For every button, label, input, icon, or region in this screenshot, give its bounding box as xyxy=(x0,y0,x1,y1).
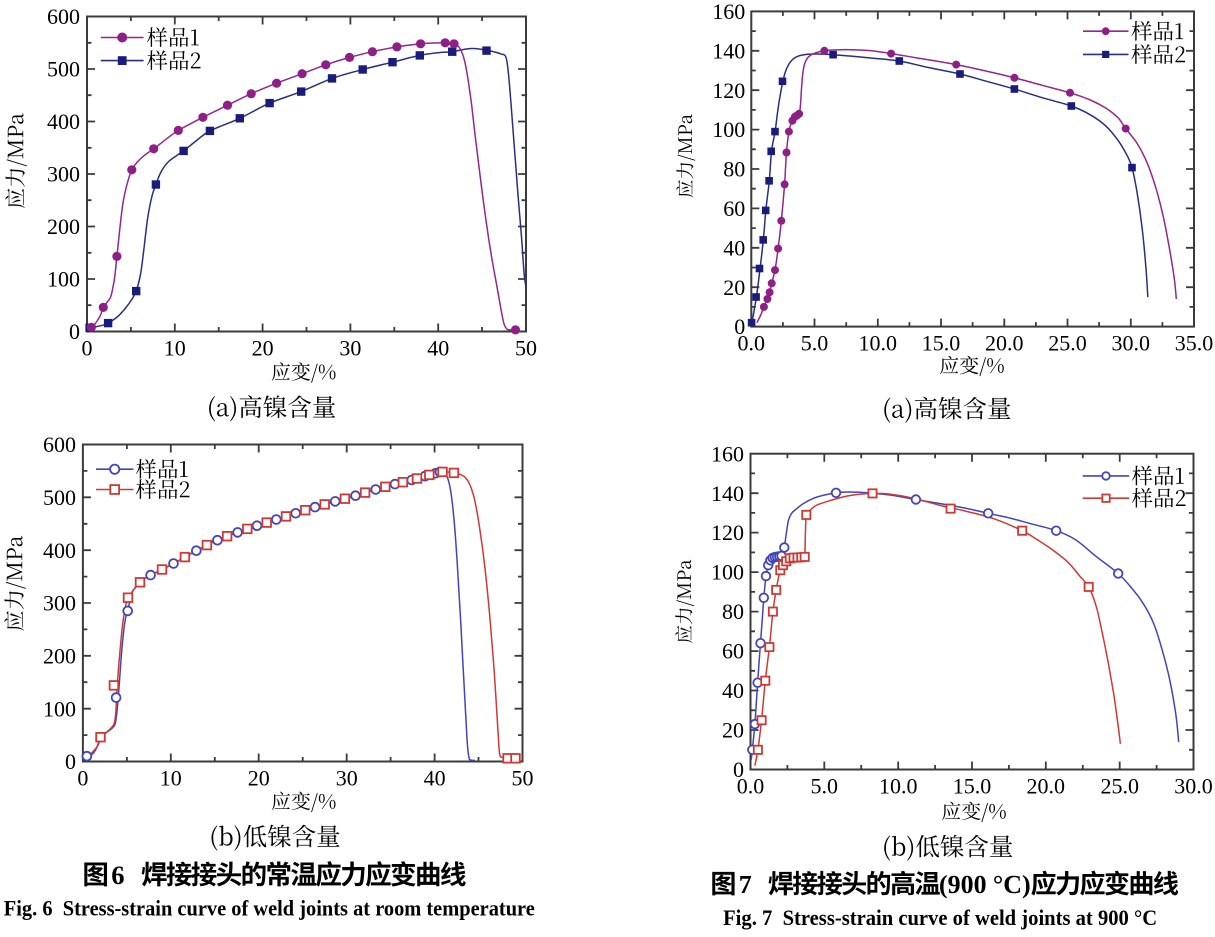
svg-text:600: 600 xyxy=(47,4,80,29)
svg-text:100: 100 xyxy=(43,696,76,721)
svg-text:300: 300 xyxy=(43,591,76,616)
svg-text:40: 40 xyxy=(723,235,745,260)
svg-text:30: 30 xyxy=(339,336,361,361)
svg-text:120: 120 xyxy=(712,78,745,103)
svg-text:160: 160 xyxy=(712,0,745,24)
svg-text:50: 50 xyxy=(515,336,537,361)
svg-text:40: 40 xyxy=(427,336,449,361)
svg-text:200: 200 xyxy=(47,214,80,239)
svg-text:400: 400 xyxy=(47,109,80,134)
svg-text:100: 100 xyxy=(712,117,745,142)
svg-text:300: 300 xyxy=(47,162,80,187)
svg-text:15.0: 15.0 xyxy=(922,331,961,356)
svg-text:100: 100 xyxy=(711,560,744,585)
svg-text:20.0: 20.0 xyxy=(985,331,1024,356)
svg-text:0: 0 xyxy=(69,319,80,344)
svg-text:10: 10 xyxy=(160,766,182,791)
svg-text:15.0: 15.0 xyxy=(953,774,992,799)
svg-text:30: 30 xyxy=(336,766,358,791)
svg-text:140: 140 xyxy=(711,481,744,506)
svg-text:0.0: 0.0 xyxy=(738,331,766,356)
svg-text:0: 0 xyxy=(733,757,744,782)
svg-text:120: 120 xyxy=(711,520,744,545)
svg-text:20: 20 xyxy=(248,766,270,791)
svg-text:20: 20 xyxy=(723,275,745,300)
svg-text:40: 40 xyxy=(722,678,744,703)
svg-text:500: 500 xyxy=(47,57,80,82)
svg-text:20: 20 xyxy=(722,718,744,743)
svg-text:100: 100 xyxy=(47,267,80,292)
svg-text:0: 0 xyxy=(77,766,88,791)
svg-text:Fig. 7 Stress-strain curve of: Fig. 7 Stress-strain curve of weld joint… xyxy=(723,905,1157,930)
svg-text:140: 140 xyxy=(712,38,745,63)
svg-text:500: 500 xyxy=(43,485,76,510)
svg-text:40: 40 xyxy=(424,766,446,791)
svg-text:400: 400 xyxy=(43,538,76,563)
svg-text:50: 50 xyxy=(512,766,534,791)
svg-text:25.0: 25.0 xyxy=(1048,331,1087,356)
svg-text:10.0: 10.0 xyxy=(859,331,898,356)
svg-text:Fig. 6 Stress-strain curve of: Fig. 6 Stress-strain curve of weld joint… xyxy=(4,896,535,921)
svg-text:0.0: 0.0 xyxy=(737,774,765,799)
svg-text:0: 0 xyxy=(65,749,76,774)
svg-text:80: 80 xyxy=(722,599,744,624)
svg-text:10.0: 10.0 xyxy=(879,774,918,799)
svg-text:60: 60 xyxy=(722,639,744,664)
svg-text:0: 0 xyxy=(82,336,93,361)
svg-text:80: 80 xyxy=(723,157,745,182)
svg-text:25.0: 25.0 xyxy=(1100,774,1139,799)
svg-text:30.0: 30.0 xyxy=(1174,774,1213,799)
svg-text:5.0: 5.0 xyxy=(801,331,829,356)
svg-text:200: 200 xyxy=(43,643,76,668)
svg-text:20.0: 20.0 xyxy=(1027,774,1066,799)
svg-text:20: 20 xyxy=(252,336,274,361)
svg-text:600: 600 xyxy=(43,432,76,457)
svg-text:5.0: 5.0 xyxy=(811,774,839,799)
svg-text:10: 10 xyxy=(164,336,186,361)
svg-text:60: 60 xyxy=(723,196,745,221)
svg-text:0: 0 xyxy=(734,314,745,339)
svg-text:160: 160 xyxy=(711,441,744,466)
svg-text:35.0: 35.0 xyxy=(1175,331,1214,356)
svg-text:30.0: 30.0 xyxy=(1112,331,1151,356)
